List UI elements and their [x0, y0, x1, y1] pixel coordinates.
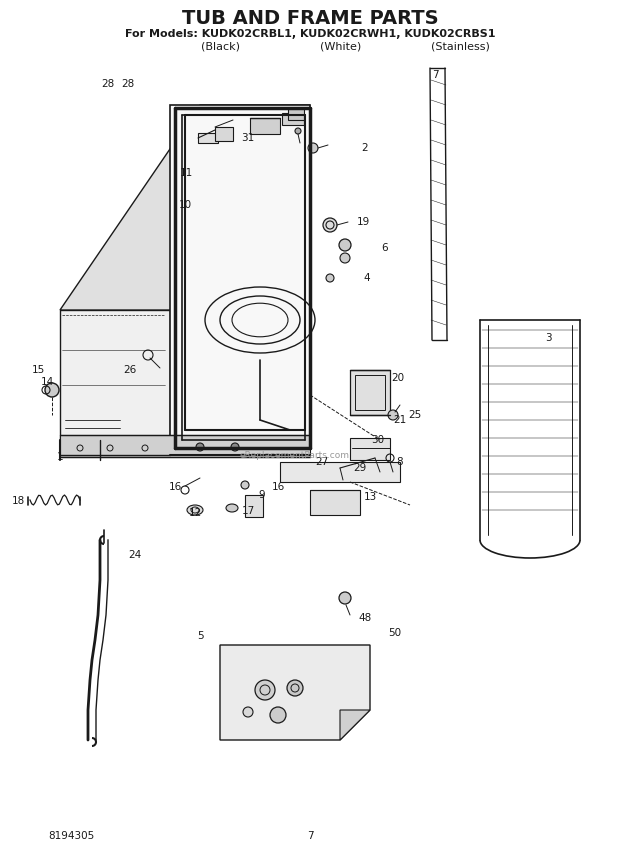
- Circle shape: [388, 410, 398, 420]
- Text: 2: 2: [361, 143, 368, 153]
- Text: 5: 5: [197, 631, 203, 641]
- Circle shape: [326, 274, 334, 282]
- Text: 14: 14: [40, 377, 53, 387]
- Text: 48: 48: [358, 613, 371, 623]
- Text: 19: 19: [356, 217, 370, 227]
- Bar: [310, 490, 360, 515]
- Bar: [355, 375, 385, 410]
- Text: eReplacementParts.com: eReplacementParts.com: [240, 450, 350, 460]
- Polygon shape: [340, 710, 370, 740]
- Ellipse shape: [226, 504, 238, 512]
- Bar: [198, 133, 218, 143]
- Text: (Black): (Black): [202, 41, 241, 51]
- Text: 4: 4: [364, 273, 370, 283]
- Circle shape: [295, 128, 301, 134]
- Text: 15: 15: [32, 365, 45, 375]
- Text: 11: 11: [179, 168, 193, 178]
- Bar: [280, 462, 400, 482]
- Circle shape: [323, 218, 337, 232]
- Bar: [288, 108, 304, 120]
- Circle shape: [255, 680, 275, 700]
- Circle shape: [45, 383, 59, 397]
- Text: For Models: KUDK02CRBL1, KUDK02CRWH1, KUDK02CRBS1: For Models: KUDK02CRBL1, KUDK02CRWH1, KU…: [125, 29, 495, 39]
- Circle shape: [196, 443, 204, 451]
- Text: TUB AND FRAME PARTS: TUB AND FRAME PARTS: [182, 9, 438, 27]
- Bar: [245, 495, 263, 517]
- Bar: [282, 113, 304, 125]
- Polygon shape: [220, 645, 370, 740]
- Text: 50: 50: [389, 628, 402, 638]
- Text: 6: 6: [382, 243, 388, 253]
- Text: 27: 27: [316, 457, 329, 467]
- Text: 20: 20: [391, 373, 405, 383]
- Text: 13: 13: [363, 492, 376, 502]
- Text: 7: 7: [432, 70, 438, 80]
- Text: 12: 12: [188, 508, 202, 518]
- Circle shape: [339, 592, 351, 604]
- Text: 17: 17: [241, 506, 255, 516]
- Text: 29: 29: [353, 463, 366, 473]
- Text: 8: 8: [397, 457, 404, 467]
- Text: 28: 28: [122, 79, 135, 89]
- Text: 16: 16: [272, 482, 285, 492]
- Circle shape: [308, 143, 318, 153]
- Text: (White): (White): [321, 41, 361, 51]
- Text: 28: 28: [102, 79, 115, 89]
- Text: 7: 7: [307, 831, 313, 841]
- Circle shape: [241, 481, 249, 489]
- Ellipse shape: [187, 505, 203, 515]
- Circle shape: [270, 707, 286, 723]
- Polygon shape: [170, 105, 310, 455]
- Text: 10: 10: [179, 200, 192, 210]
- Text: 1: 1: [56, 452, 63, 462]
- Bar: [60, 435, 310, 457]
- Bar: [215, 127, 233, 141]
- Bar: [250, 118, 280, 134]
- Bar: [350, 438, 390, 460]
- Text: 26: 26: [123, 365, 136, 375]
- Circle shape: [340, 253, 350, 263]
- Text: 3: 3: [545, 333, 551, 343]
- Circle shape: [287, 680, 303, 696]
- Text: 21: 21: [393, 415, 407, 425]
- Text: 9: 9: [259, 490, 265, 500]
- Text: 16: 16: [169, 482, 182, 492]
- Circle shape: [231, 443, 239, 451]
- Circle shape: [243, 707, 253, 717]
- Text: 30: 30: [371, 435, 384, 445]
- Text: 25: 25: [409, 410, 422, 420]
- Polygon shape: [60, 310, 170, 455]
- Text: (Stainless): (Stainless): [430, 41, 489, 51]
- Circle shape: [339, 239, 351, 251]
- Text: 18: 18: [11, 496, 25, 506]
- Polygon shape: [60, 105, 310, 310]
- Text: 31: 31: [241, 133, 255, 143]
- Text: 24: 24: [128, 550, 141, 560]
- Text: 8194305: 8194305: [48, 831, 94, 841]
- Bar: [350, 370, 390, 415]
